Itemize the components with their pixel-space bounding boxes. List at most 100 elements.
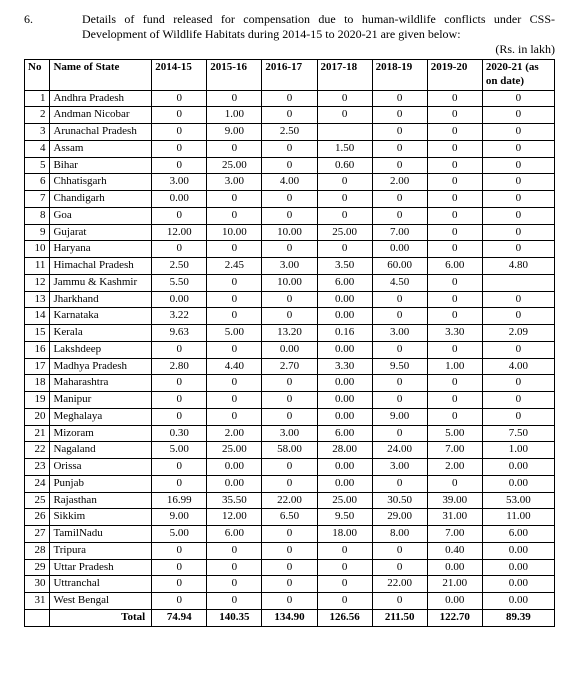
cell-value: 28.00 [317,442,372,459]
cell-state: Andhra Pradesh [50,90,152,107]
cell-value: 0 [152,107,207,124]
cell-value: 0 [207,559,262,576]
cell-value: 0.00 [262,341,317,358]
cell-value: 0.00 [372,241,427,258]
cell-no: 14 [25,308,50,325]
cell-no: 21 [25,425,50,442]
cell-value: 0 [262,576,317,593]
cell-value: 0.00 [317,341,372,358]
cell-value: 39.00 [427,492,482,509]
cell-no: 29 [25,559,50,576]
cell-value: 0 [482,375,554,392]
cell-value: 4.00 [262,174,317,191]
cell-value: 0.00 [482,593,554,610]
table-row: 3Arunachal Pradesh09.002.50000 [25,124,555,141]
cell-value: 0.00 [152,291,207,308]
cell-value: 1.00 [427,358,482,375]
table-row: 24Punjab00.0000.00000.00 [25,475,555,492]
cell-value: 0 [482,224,554,241]
cell-state: Uttranchal [50,576,152,593]
cell-value: 6.00 [317,425,372,442]
cell-value: 0 [207,308,262,325]
cell-value: 0 [372,308,427,325]
cell-value: 0 [152,392,207,409]
table-row: 7Chandigarh0.00000000 [25,191,555,208]
cell-value: 0 [372,475,427,492]
cell-value: 24.00 [372,442,427,459]
cell-no: 16 [25,341,50,358]
table-row: 30Uttranchal000022.0021.000.00 [25,576,555,593]
cell-no: 22 [25,442,50,459]
table-row: 19Manipur0000.00000 [25,392,555,409]
intro-paragraph: 6. Details of fund released for compensa… [24,12,555,42]
table-row: 29Uttar Pradesh000000.000.00 [25,559,555,576]
cell-value: 0 [207,576,262,593]
cell-value: 6.50 [262,509,317,526]
cell-value: 0 [207,593,262,610]
cell-value: 0 [317,191,372,208]
cell-value: 0 [152,375,207,392]
table-row: 27TamilNadu5.006.00018.008.007.006.00 [25,526,555,543]
cell-value: 0.00 [317,291,372,308]
cell-value: 0 [317,593,372,610]
cell-value: 0 [262,475,317,492]
cell-value: 0 [427,191,482,208]
cell-value: 0 [207,291,262,308]
cell-value: 0.30 [152,425,207,442]
cell-value: 0 [372,124,427,141]
cell-value [317,124,372,141]
cell-value: 0 [262,291,317,308]
cell-value: 13.20 [262,325,317,342]
table-row: 22Nagaland5.0025.0058.0028.0024.007.001.… [25,442,555,459]
cell-value: 5.50 [152,274,207,291]
cell-value: 0 [262,375,317,392]
cell-value: 30.50 [372,492,427,509]
cell-value: 0 [482,157,554,174]
cell-value: 0 [207,241,262,258]
cell-value: 0 [482,207,554,224]
cell-no: 17 [25,358,50,375]
table-row: 16Lakshdeep000.000.00000 [25,341,555,358]
cell-value: 0 [262,308,317,325]
cell-value: 10.00 [207,224,262,241]
cell-value: 8.00 [372,526,427,543]
cell-value: 7.00 [427,526,482,543]
cell-value: 0 [372,191,427,208]
cell-value: 0.60 [317,157,372,174]
cell-value: 0 [427,392,482,409]
cell-value: 0 [207,542,262,559]
cell-value: 0 [372,559,427,576]
intro-text: Details of fund released for compensatio… [82,12,555,42]
cell-value: 18.00 [317,526,372,543]
cell-value: 2.00 [207,425,262,442]
col-no: No [25,60,50,91]
cell-value: 3.00 [372,325,427,342]
cell-value: 0 [152,90,207,107]
cell-state: Jharkhand [50,291,152,308]
cell-value: 1.50 [317,140,372,157]
cell-value: 0 [372,207,427,224]
cell-value: 0 [152,157,207,174]
cell-value: 0.00 [152,191,207,208]
cell-value: 0 [482,174,554,191]
cell-value: 0 [427,274,482,291]
cell-state: Andman Nicobar [50,107,152,124]
table-row: 13Jharkhand0.00000.00000 [25,291,555,308]
cell-state: Gujarat [50,224,152,241]
total-value: 74.94 [152,609,207,626]
cell-value: 0 [427,375,482,392]
cell-value: 1.00 [482,442,554,459]
table-row: 4Assam0001.50000 [25,140,555,157]
table-row: 9Gujarat12.0010.0010.0025.007.0000 [25,224,555,241]
table-row: 1Andhra Pradesh0000000 [25,90,555,107]
cell-value: 0 [427,241,482,258]
total-value: 126.56 [317,609,372,626]
table-header-row: No Name of State 2014-15 2015-16 2016-17… [25,60,555,91]
cell-no: 2 [25,107,50,124]
cell-value: 3.22 [152,308,207,325]
cell-value: 12.00 [207,509,262,526]
cell-value: 6.00 [482,526,554,543]
funds-table: No Name of State 2014-15 2015-16 2016-17… [24,59,555,627]
cell-value: 35.50 [207,492,262,509]
cell-value: 0 [152,593,207,610]
